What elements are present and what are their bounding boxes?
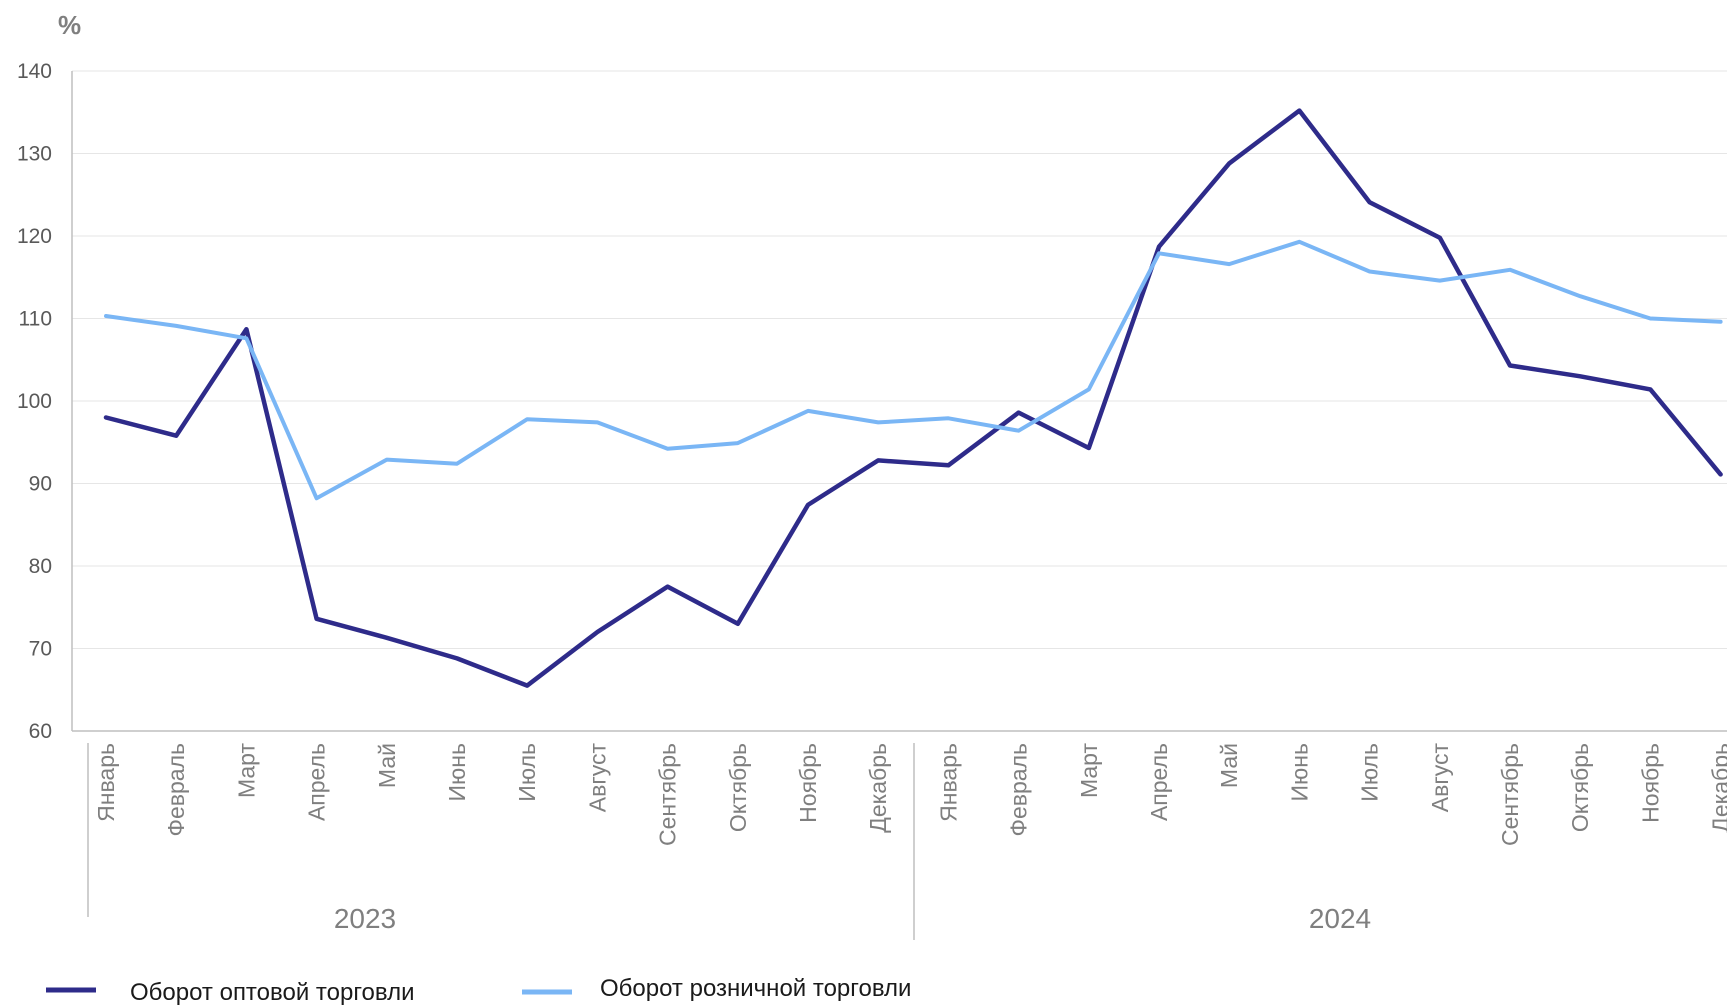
x-tick-label: Июнь — [1286, 743, 1312, 801]
x-tick-label: Август — [1427, 743, 1453, 813]
x-tick-label: Апрель — [304, 743, 330, 821]
y-tick-label: 120 — [17, 225, 52, 248]
x-tick-label: Январь — [935, 743, 961, 822]
y-tick-label: 140 — [17, 60, 52, 83]
x-tick-label: Октябрь — [725, 743, 751, 832]
year-groups: 2023 2024 — [87, 743, 1371, 940]
series-lines — [103, 108, 1723, 688]
x-tick-label: Декабрь — [865, 743, 891, 833]
x-tick-label: Сентябрь — [1497, 743, 1523, 846]
x-tick-label: Октябрь — [1567, 743, 1593, 832]
year-label: 2024 — [1309, 903, 1371, 934]
x-tick-label: Март — [1076, 743, 1102, 798]
series-line-retail — [104, 239, 1723, 501]
y-tick-label: 80 — [29, 555, 52, 578]
x-tick-label: Январь — [93, 743, 119, 822]
y-axis-ticks: 60 70 80 90 100 110 120 130 140 — [17, 60, 52, 743]
y-tick-label: 100 — [17, 390, 52, 413]
x-tick-label: Май — [1216, 743, 1242, 788]
legend: Оборот оптовой торговли Оборот розничной … — [46, 975, 911, 1005]
x-tick-label: Декабрь — [1708, 743, 1727, 833]
legend-label: Оборот оптовой торговли — [130, 979, 415, 1005]
x-tick-label: Июль — [1357, 743, 1383, 802]
x-tick-label: Ноябрь — [1637, 743, 1663, 823]
legend-label: Оборот розничной торговли — [600, 975, 911, 1002]
x-tick-label: Март — [233, 743, 259, 798]
y-tick-label: 110 — [19, 308, 52, 331]
axes — [71, 71, 1727, 732]
x-tick-label: Ноябрь — [795, 743, 821, 823]
y-tick-label: 130 — [17, 143, 52, 166]
x-tick-label: Сентябрь — [655, 743, 681, 846]
x-tick-label: Июнь — [444, 743, 470, 801]
y-tick-label: 70 — [29, 638, 52, 661]
x-tick-label: Февраль — [163, 743, 189, 836]
x-tick-label: Май — [374, 743, 400, 788]
grid-lines — [72, 70, 1727, 649]
x-tick-label: Февраль — [1006, 743, 1032, 836]
x-tick-label: Апрель — [1146, 743, 1172, 821]
x-tick-label: Июль — [514, 743, 540, 802]
x-axis-ticks: Январь Февраль Март Апрель Май Июнь Июль Август… — [93, 743, 1727, 847]
y-tick-label: 60 — [29, 720, 52, 743]
y-tick-label: 90 — [29, 473, 52, 496]
x-tick-label: Август — [584, 743, 610, 813]
series-line-wholesale — [103, 108, 1723, 688]
year-label: 2023 — [334, 903, 396, 934]
y-unit-label: % — [58, 10, 81, 40]
